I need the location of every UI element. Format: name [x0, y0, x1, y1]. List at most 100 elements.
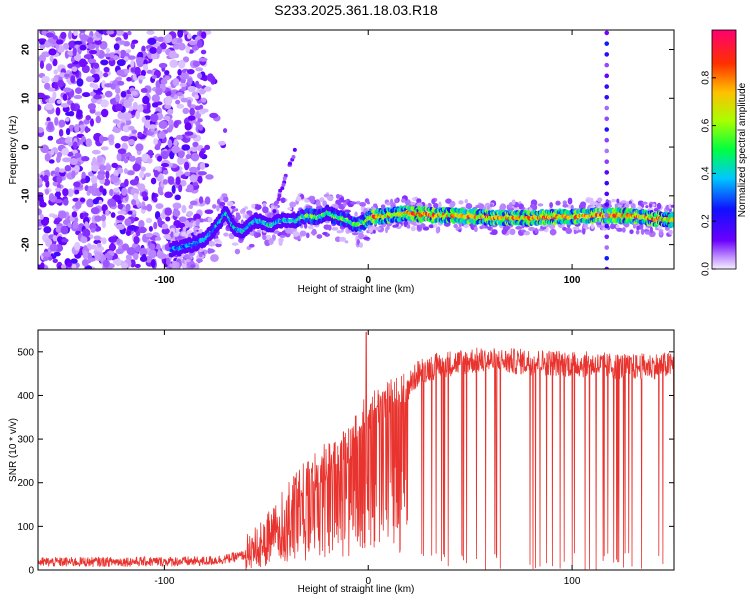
heatmap-cell — [73, 40, 83, 45]
heatmap-cell — [164, 207, 172, 216]
heatmap-cell — [158, 120, 168, 130]
heatmap-cell — [604, 180, 610, 186]
heatmap-cell — [112, 258, 122, 266]
heatmap-cell — [94, 39, 102, 45]
heatmap-cell — [96, 155, 103, 163]
heatmap-cell — [604, 84, 610, 89]
heatmap-cell — [94, 47, 100, 56]
heatmap-cell — [473, 226, 478, 233]
heatmap-cell — [350, 201, 357, 205]
heatmap-cell — [279, 234, 286, 238]
heatmap-cell — [94, 111, 102, 117]
heatmap-cell — [192, 227, 199, 231]
heatmap-cell — [649, 226, 654, 234]
heatmap-cell — [509, 203, 513, 208]
heatmap-cell — [171, 145, 181, 154]
heatmap-cell — [196, 39, 203, 49]
heatmap-cell — [186, 210, 193, 217]
heatmap-cell — [56, 175, 63, 184]
heatmap-cell — [55, 106, 61, 116]
heatmap-cell — [71, 263, 77, 269]
heatmap-cell — [162, 169, 169, 175]
heatmap-cell — [586, 198, 590, 203]
heatmap-cell — [668, 203, 672, 209]
heatmap-cell — [68, 30, 73, 40]
heatmap-cell — [57, 79, 65, 88]
heatmap-cell — [368, 227, 374, 233]
heatmap-cell — [128, 224, 137, 231]
heatmap-cell — [88, 49, 98, 55]
colorbar-gradient — [711, 29, 737, 270]
heatmap-cell — [117, 203, 124, 210]
heatmap-cell — [164, 70, 170, 76]
heatmap-cell — [281, 182, 286, 187]
heatmap-cell — [67, 222, 72, 228]
heatmap-cell — [64, 165, 72, 172]
heatmap-cell — [299, 230, 307, 237]
heatmap-cell — [127, 30, 132, 36]
heatmap-cell — [310, 198, 315, 204]
heatmap-cell — [188, 204, 194, 210]
heatmap-cell — [184, 171, 191, 177]
heatmap-cell — [204, 209, 214, 215]
snr-panel: -100 0 100 0 100 200 300 400 500 Height of stra… — [8, 329, 675, 595]
heatmap-cell — [343, 201, 347, 208]
heatmap-cell — [123, 112, 132, 121]
heatmap-cell — [160, 78, 168, 85]
snr-y-ticks: 0 100 200 300 400 500 — [17, 347, 674, 577]
heatmap-cell — [177, 156, 185, 165]
heatmap-cell — [645, 205, 649, 209]
heatmap-cell — [141, 191, 148, 198]
heatmap-cell — [287, 207, 293, 211]
heatmap-cell — [268, 237, 274, 245]
heatmap-cell — [89, 234, 94, 239]
heatmap-cell — [178, 184, 183, 193]
heatmap-cell — [164, 96, 173, 106]
heatmap-cell — [582, 227, 586, 235]
heatmap-cell — [319, 197, 325, 203]
heatmap-cell — [123, 32, 129, 40]
heatmap-cell — [176, 92, 183, 97]
heatmap-cell — [200, 49, 207, 55]
heatmap-cell — [209, 112, 219, 119]
colorbar-ticks: 0.0 0.2 0.4 0.6 0.8 — [701, 70, 716, 276]
heatmap-cell — [203, 86, 212, 92]
heatmap-cell — [147, 37, 157, 45]
heatmap-cell — [285, 228, 292, 234]
heatmap-y-tick-label: -20 — [21, 237, 32, 252]
heatmap-cell — [351, 232, 359, 236]
heatmap-cell — [458, 200, 464, 205]
heatmap-cell — [116, 223, 125, 230]
heatmap-cell — [160, 150, 169, 160]
heatmap-cell — [130, 67, 136, 73]
heatmap-cell — [125, 203, 131, 212]
heatmap-cell — [135, 230, 141, 237]
heatmap-cell — [100, 146, 109, 151]
heatmap-cell — [157, 131, 166, 139]
heatmap-cell — [511, 199, 516, 206]
heatmap-cell — [139, 170, 145, 179]
heatmap-cell — [120, 262, 128, 269]
heatmap-cell — [359, 242, 364, 248]
heatmap-cell — [83, 54, 92, 60]
heatmap-cell — [192, 181, 199, 186]
heatmap-cell — [39, 201, 47, 208]
heatmap-cell — [632, 224, 637, 229]
heatmap-cell — [157, 216, 162, 226]
heatmap-cell — [38, 178, 43, 186]
heatmap-cell — [52, 35, 58, 40]
snr-x-axis-label: Height of straight line (km) — [298, 584, 415, 595]
heatmap-cell — [486, 204, 490, 211]
heatmap-cell — [144, 172, 151, 177]
heatmap-cell — [163, 234, 172, 239]
heatmap-cell — [93, 94, 102, 100]
heatmap-cell — [172, 202, 182, 210]
heatmap-cell — [344, 209, 351, 213]
snr-y-tick-label: 500 — [17, 347, 34, 358]
heatmap-cell — [64, 73, 70, 78]
heatmap-cell — [292, 147, 297, 152]
heatmap-cell — [167, 139, 173, 148]
heatmap-cell — [128, 96, 134, 103]
heatmap-cell — [567, 197, 573, 205]
